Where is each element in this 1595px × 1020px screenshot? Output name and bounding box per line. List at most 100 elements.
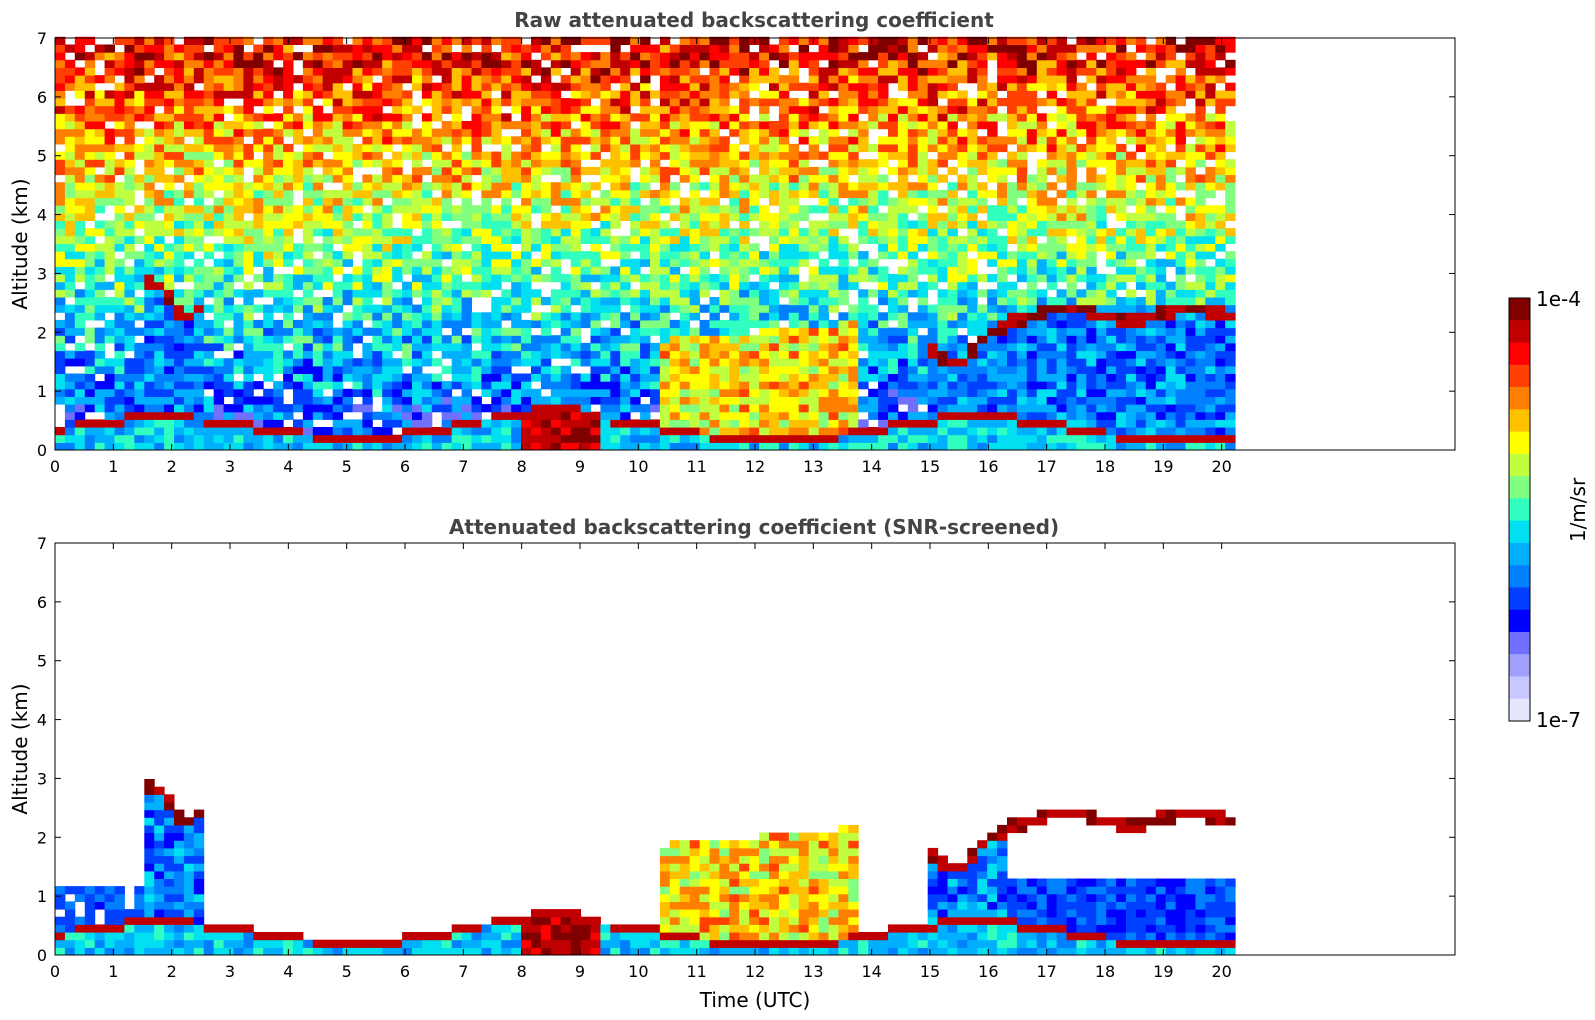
heatmap-cell (937, 67, 948, 76)
heatmap-cell (243, 82, 254, 91)
heatmap-cell (302, 350, 314, 359)
heatmap-cell (788, 205, 800, 214)
heatmap-cell (927, 113, 939, 122)
heatmap-cell (550, 342, 562, 352)
heatmap-cell (293, 335, 304, 344)
heatmap-cell (917, 98, 929, 107)
heatmap-cell (164, 327, 175, 336)
heatmap-cell (332, 373, 344, 382)
heatmap-cell (421, 404, 433, 413)
heatmap-cell (193, 220, 205, 229)
heatmap-cell (213, 434, 225, 443)
heatmap-cell (491, 365, 502, 374)
heatmap-cell (322, 235, 334, 244)
heatmap-cell (392, 182, 403, 191)
heatmap-cell (788, 159, 800, 168)
heatmap-cell (55, 388, 66, 397)
heatmap-cell (977, 44, 988, 53)
heatmap-cell (1056, 159, 1067, 168)
heatmap-cell (421, 166, 433, 176)
heatmap-cell (1056, 365, 1067, 374)
heatmap-cell (967, 128, 978, 137)
heatmap-cell (501, 151, 512, 160)
heatmap-cell (828, 182, 839, 191)
heatmap-cell (947, 143, 958, 153)
heatmap-cell (1026, 258, 1038, 267)
heatmap-cell (967, 121, 978, 130)
heatmap-cell (1016, 82, 1028, 91)
heatmap-cell (193, 281, 205, 290)
heatmap-cell (818, 419, 829, 428)
heatmap-cell (788, 297, 800, 306)
heatmap-cell (947, 427, 958, 436)
heatmap-cell (907, 419, 919, 428)
heatmap-cell (421, 182, 433, 191)
heatmap-cell (739, 404, 750, 413)
heatmap-cell (293, 166, 304, 176)
heatmap-cell (937, 159, 948, 168)
heatmap-cell (372, 342, 383, 352)
heatmap-cell (154, 166, 165, 176)
heatmap-cell (957, 419, 968, 428)
heatmap-cell (154, 304, 165, 313)
heatmap-cell (451, 304, 463, 313)
heatmap-cell (233, 258, 244, 267)
heatmap-cell (778, 396, 790, 405)
heatmap-cell (1016, 251, 1028, 260)
heatmap-cell (620, 75, 631, 84)
heatmap-cell (1016, 174, 1028, 183)
heatmap-cell (659, 404, 671, 413)
heatmap-cell (967, 59, 978, 68)
heatmap-cell (650, 396, 661, 405)
heatmap-cell (362, 281, 373, 290)
heatmap-cell (788, 373, 800, 382)
heatmap-cell (630, 274, 641, 283)
heatmap-cell (729, 36, 740, 45)
heatmap-cell (709, 44, 720, 53)
heatmap-cell (848, 59, 859, 68)
heatmap-cell (897, 281, 909, 290)
heatmap-cell (392, 434, 403, 443)
heatmap-cell (312, 197, 324, 206)
heatmap-cell (937, 52, 948, 61)
heatmap-cell (372, 44, 383, 53)
heatmap-cell (640, 121, 651, 130)
heatmap-cell (521, 388, 532, 397)
heatmap-cell (550, 396, 562, 405)
heatmap-cell (293, 212, 304, 221)
heatmap-cell (1056, 136, 1067, 145)
heatmap-cell (1046, 266, 1058, 275)
heatmap-cell (233, 212, 244, 221)
heatmap-cell (610, 396, 621, 405)
heatmap-cell (927, 121, 939, 130)
heatmap-cell (134, 235, 145, 244)
heatmap-cell (302, 258, 314, 267)
heatmap-cell (55, 442, 66, 451)
heatmap-cell (114, 396, 125, 405)
heatmap-cell (104, 235, 115, 244)
heatmap-cell (1046, 381, 1058, 390)
heatmap-cell (243, 289, 254, 298)
heatmap-cell (1036, 304, 1048, 313)
heatmap-cell (342, 251, 353, 260)
heatmap-cell (610, 419, 621, 428)
heatmap-cell (550, 274, 562, 283)
heatmap-cell (759, 335, 770, 344)
heatmap-cell (431, 159, 443, 168)
heatmap-cell (511, 166, 522, 176)
heatmap-cell (699, 52, 710, 61)
heatmap-cell (193, 67, 205, 76)
heatmap-cell (531, 396, 542, 405)
heatmap-cell (253, 235, 264, 244)
heatmap-cell (441, 174, 453, 183)
heatmap-cell (421, 373, 433, 382)
heatmap-cell (362, 113, 373, 122)
heatmap-cell (858, 67, 869, 76)
heatmap-cell (273, 212, 284, 221)
heatmap-cell (897, 98, 909, 107)
heatmap-cell (1026, 189, 1038, 199)
heatmap-cell (392, 197, 403, 206)
heatmap-cell (84, 304, 96, 313)
heatmap-cell (590, 166, 601, 176)
heatmap-cell (977, 59, 988, 68)
